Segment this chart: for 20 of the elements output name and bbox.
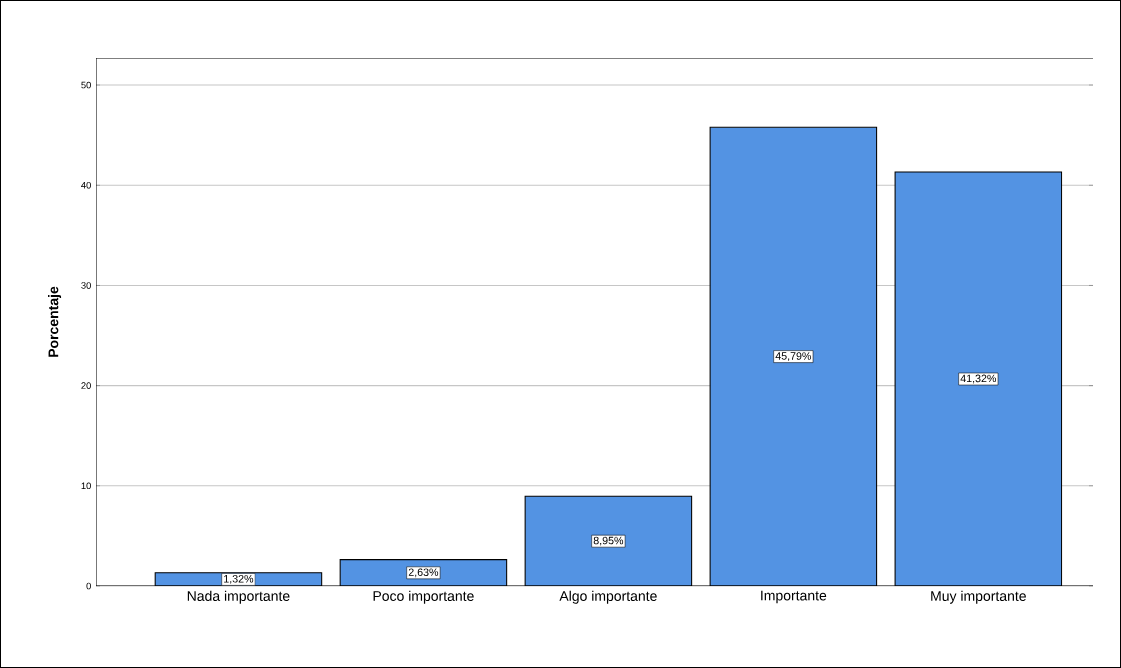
x-tick-label: Nada importante: [187, 590, 290, 604]
x-tick-label: Poco importante: [373, 590, 474, 604]
y-tick-label: 50: [81, 81, 91, 89]
x-tick-label: Muy importante: [931, 590, 1026, 604]
y-tick-label: 20: [81, 382, 91, 389]
x-tick-label: Algo importante: [559, 590, 657, 604]
data-label: 2,63%: [408, 568, 439, 578]
y-axis-title: Porcentaje: [48, 286, 62, 357]
data-label: 8,95%: [593, 536, 624, 546]
data-label: 41,32%: [960, 374, 997, 384]
y-tick-label: 30: [81, 282, 91, 289]
bar: [525, 496, 692, 586]
data-label: 1,32%: [224, 574, 254, 584]
bar: [894, 171, 1063, 586]
x-tick-label: Importante: [761, 590, 827, 604]
y-tick-label: 40: [81, 181, 91, 189]
bar: [710, 127, 877, 586]
y-tick-label: 10: [81, 482, 91, 490]
data-label: 45,79%: [775, 352, 812, 362]
y-tick-label: 0: [86, 582, 91, 590]
